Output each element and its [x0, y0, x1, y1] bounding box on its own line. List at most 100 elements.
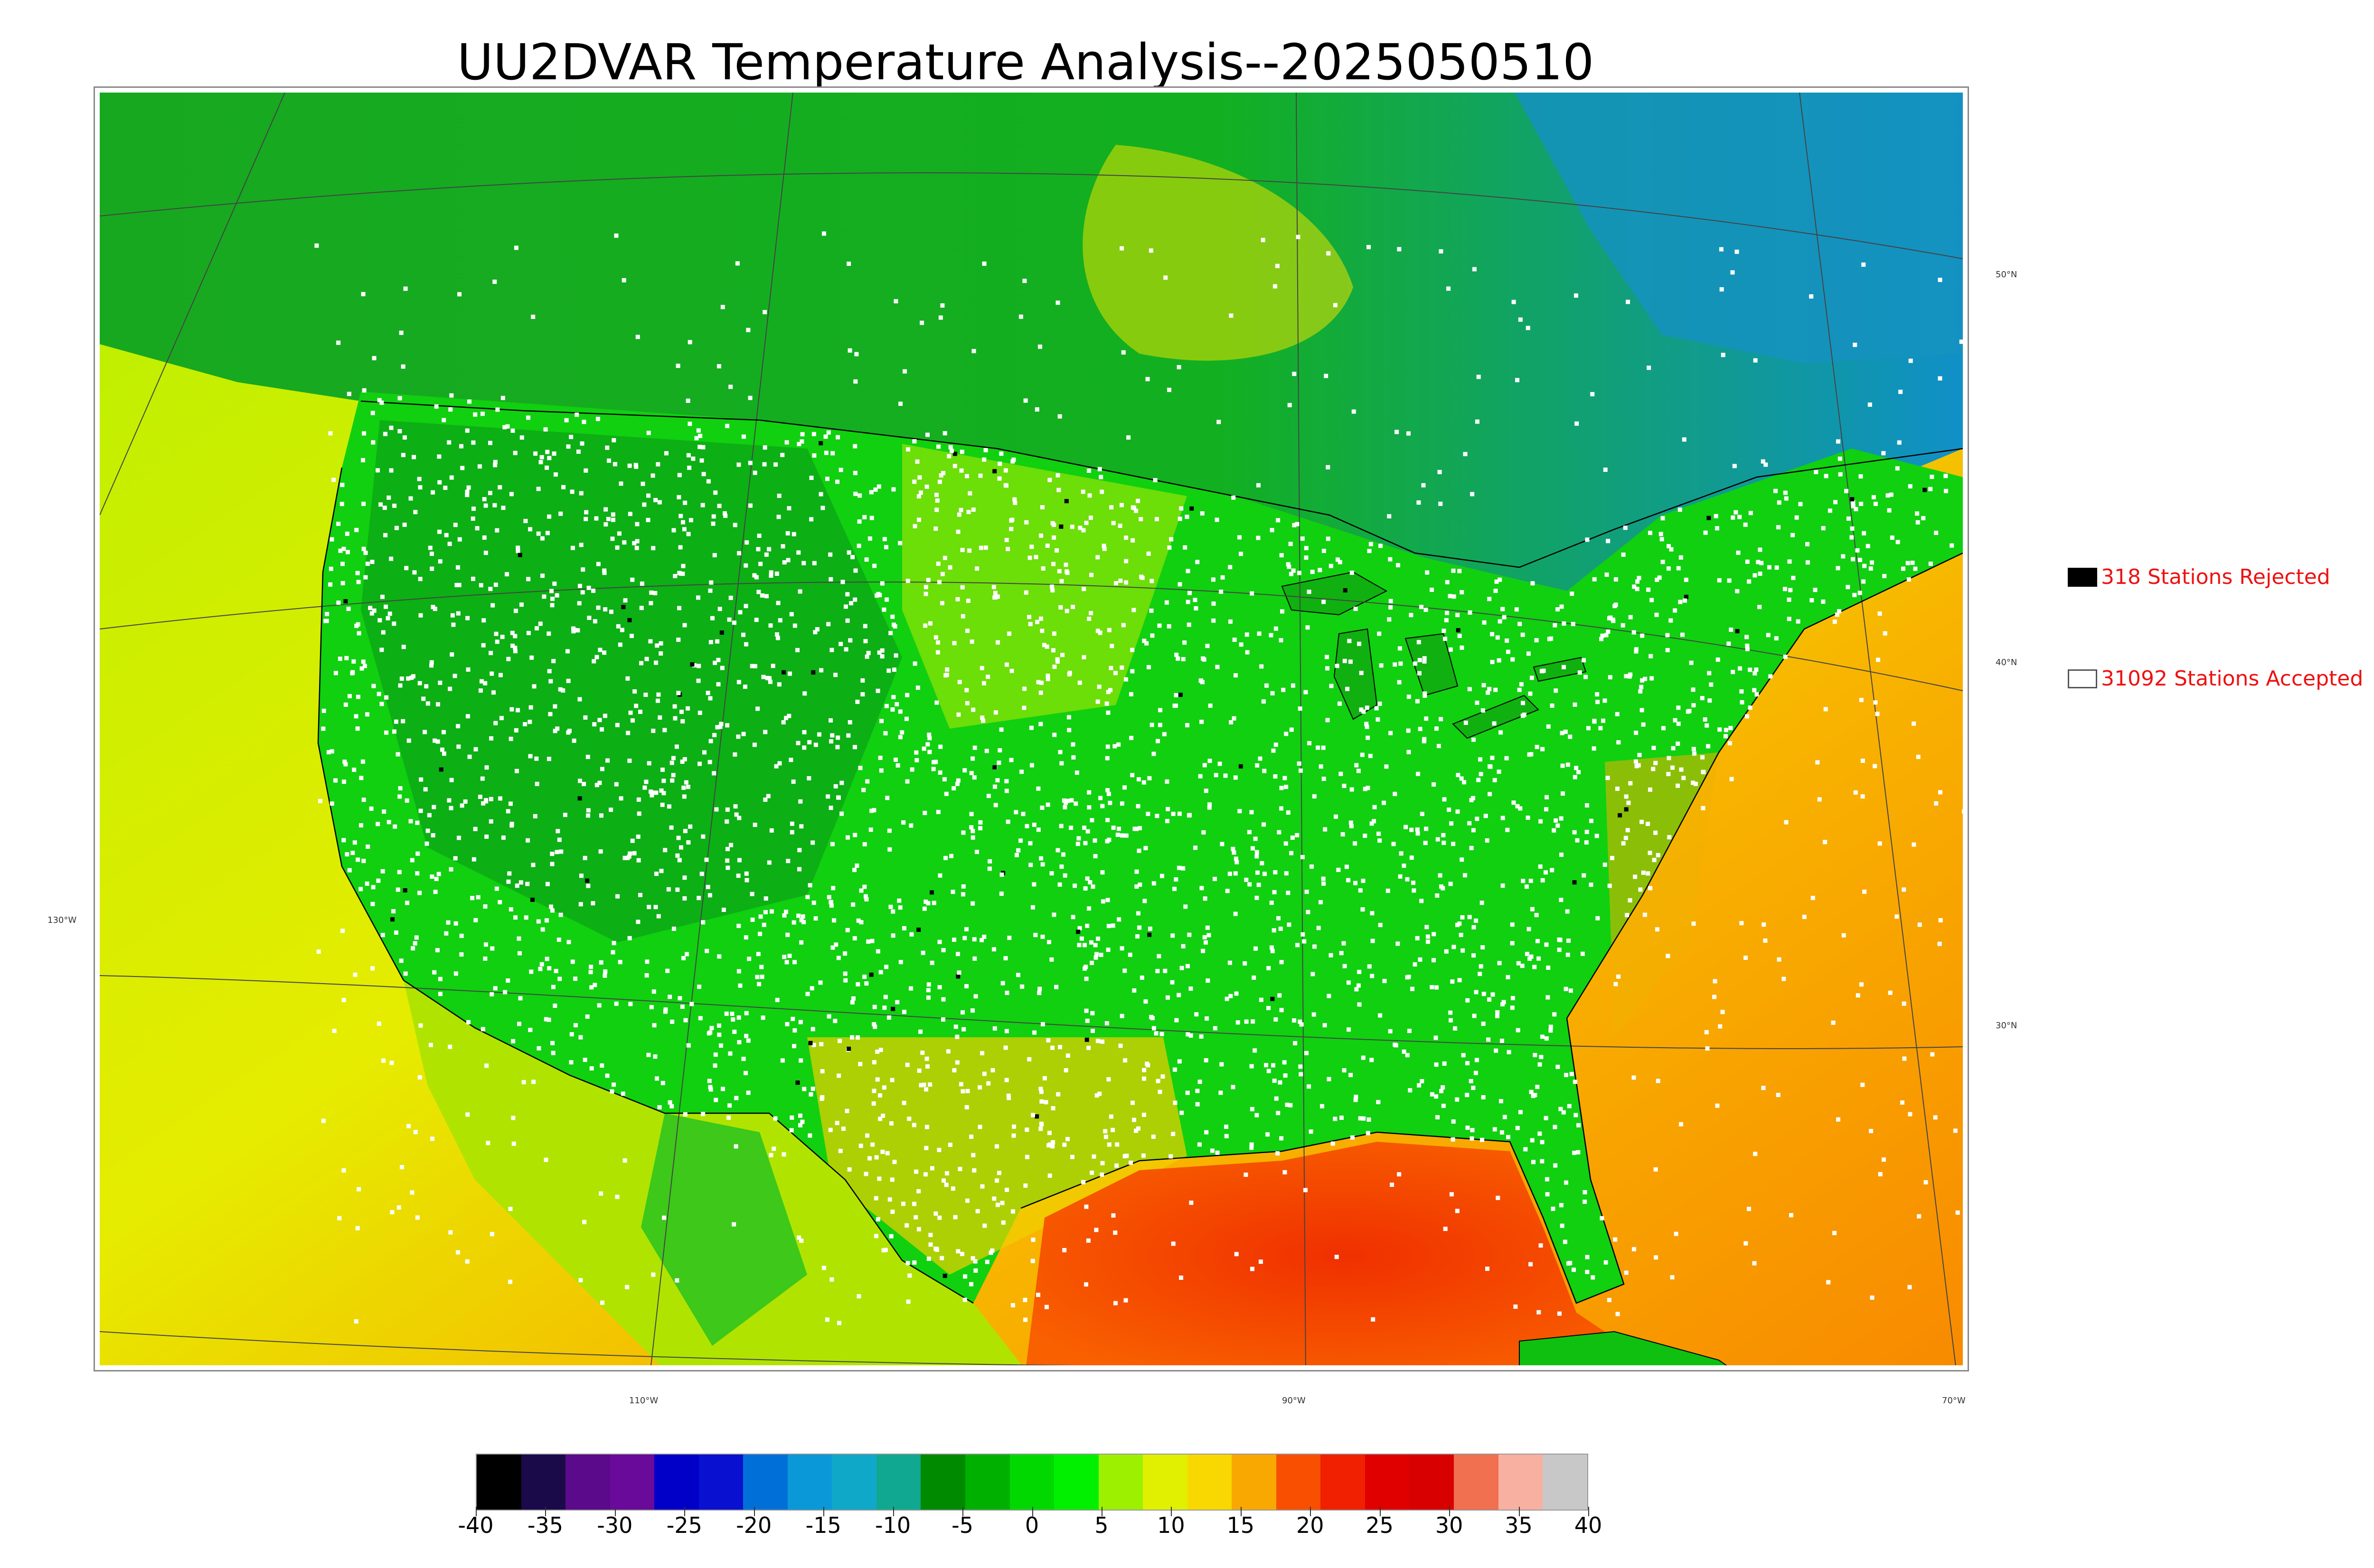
- accepted-station-marker: [970, 756, 975, 761]
- accepted-station-marker: [619, 481, 623, 486]
- accepted-station-marker: [1275, 263, 1280, 268]
- accepted-station-marker: [1638, 887, 1643, 892]
- accepted-station-marker: [873, 1024, 877, 1029]
- accepted-station-marker: [1371, 1317, 1375, 1322]
- accepted-station-marker: [671, 773, 676, 778]
- accepted-station-marker: [1295, 522, 1300, 526]
- accepted-station-marker: [843, 604, 848, 609]
- accepted-station-marker: [701, 834, 706, 839]
- accepted-station-marker: [912, 1260, 917, 1265]
- accepted-station-marker: [1406, 431, 1411, 436]
- accepted-station-marker: [438, 976, 443, 981]
- accepted-station-marker: [834, 942, 838, 947]
- accepted-station-marker: [1728, 726, 1733, 731]
- accepted-station-marker: [829, 739, 834, 744]
- accepted-station-marker: [809, 517, 814, 522]
- accepted-station-marker: [1356, 769, 1361, 773]
- accepted-station-marker: [545, 450, 550, 454]
- accepted-station-marker: [1469, 1079, 1473, 1083]
- accepted-station-marker: [1480, 708, 1485, 713]
- accepted-station-marker: [685, 952, 689, 957]
- accepted-station-marker: [359, 823, 364, 828]
- accepted-station-marker: [612, 941, 616, 946]
- accepted-station-marker: [358, 887, 363, 892]
- accepted-station-marker: [1666, 954, 1670, 958]
- accepted-station-marker: [791, 532, 796, 536]
- accepted-station-marker: [821, 231, 826, 236]
- accepted-station-marker: [1029, 763, 1034, 768]
- accepted-station-marker: [1363, 834, 1367, 838]
- accepted-station-marker: [625, 676, 630, 681]
- accepted-station-marker: [1465, 1126, 1470, 1130]
- accepted-station-marker: [1149, 248, 1153, 253]
- accepted-station-marker: [1096, 936, 1101, 941]
- accepted-station-marker: [1753, 1152, 1758, 1156]
- accepted-station-marker: [390, 1210, 395, 1214]
- accepted-station-marker: [1131, 608, 1136, 612]
- accepted-station-marker: [839, 811, 844, 816]
- accepted-station-marker: [1783, 490, 1788, 495]
- accepted-station-marker: [1488, 792, 1492, 797]
- accepted-station-marker: [898, 541, 903, 545]
- accepted-station-marker: [1607, 1297, 1611, 1302]
- accepted-station-marker: [456, 724, 461, 729]
- accepted-station-marker: [1136, 1126, 1141, 1131]
- accepted-station-marker: [975, 850, 980, 854]
- accepted-station-marker: [1461, 1053, 1466, 1058]
- accepted-station-marker: [1232, 638, 1237, 642]
- accepted-station-marker: [1036, 827, 1041, 832]
- accepted-station-marker: [1032, 1030, 1037, 1035]
- accepted-station-marker: [544, 918, 549, 923]
- accepted-station-marker: [709, 580, 714, 585]
- accepted-station-marker: [1573, 775, 1577, 779]
- accepted-station-marker: [1729, 777, 1734, 781]
- accepted-station-marker: [830, 733, 835, 738]
- accepted-station-marker: [1506, 975, 1510, 979]
- accepted-station-marker: [459, 952, 464, 957]
- accepted-station-marker: [1449, 1018, 1453, 1023]
- accepted-station-marker: [536, 531, 541, 536]
- accepted-station-marker: [996, 640, 1000, 645]
- accepted-station-marker: [657, 500, 662, 505]
- accepted-station-marker: [594, 655, 599, 659]
- colorbar-tick-label: -25: [666, 1512, 702, 1538]
- accepted-station-marker: [736, 969, 741, 974]
- accepted-station-marker: [1441, 886, 1445, 891]
- accepted-station-marker: [1073, 883, 1077, 888]
- accepted-station-marker: [1105, 817, 1110, 822]
- accepted-station-marker: [598, 849, 603, 854]
- accepted-station-marker: [711, 521, 716, 526]
- accepted-station-marker: [1157, 954, 1161, 958]
- accepted-station-marker: [1357, 969, 1362, 974]
- accepted-station-marker: [1087, 906, 1092, 911]
- accepted-station-marker: [600, 1300, 604, 1305]
- accepted-station-marker: [1350, 1135, 1355, 1140]
- accepted-station-marker: [973, 1268, 978, 1273]
- accepted-station-marker: [1360, 907, 1365, 912]
- accepted-station-marker: [1264, 683, 1269, 688]
- accepted-station-marker: [864, 897, 869, 901]
- accepted-station-marker: [1033, 933, 1038, 938]
- accepted-station-marker: [1273, 742, 1278, 747]
- accepted-station-marker: [483, 681, 488, 685]
- accepted-station-marker: [1462, 780, 1467, 785]
- accepted-station-marker: [700, 503, 705, 507]
- accepted-station-marker: [549, 589, 554, 593]
- accepted-station-marker: [1851, 500, 1856, 505]
- rejected-station-marker: [891, 1006, 895, 1011]
- accepted-station-marker: [1249, 1145, 1254, 1150]
- accepted-station-marker: [1202, 935, 1207, 939]
- accepted-station-marker: [1898, 389, 1903, 394]
- accepted-station-marker: [1023, 1297, 1027, 1302]
- accepted-station-marker: [1347, 1027, 1351, 1032]
- accepted-station-marker: [1040, 934, 1045, 939]
- accepted-station-marker: [1378, 544, 1383, 548]
- accepted-station-marker: [1120, 801, 1124, 806]
- accepted-station-marker: [1719, 287, 1724, 292]
- accepted-station-marker: [1407, 1029, 1412, 1033]
- accepted-station-marker: [333, 671, 338, 676]
- accepted-station-marker: [603, 714, 607, 718]
- accepted-station-marker: [1185, 1090, 1190, 1095]
- accepted-station-marker: [1074, 801, 1078, 806]
- rejected-station-marker: [719, 630, 724, 635]
